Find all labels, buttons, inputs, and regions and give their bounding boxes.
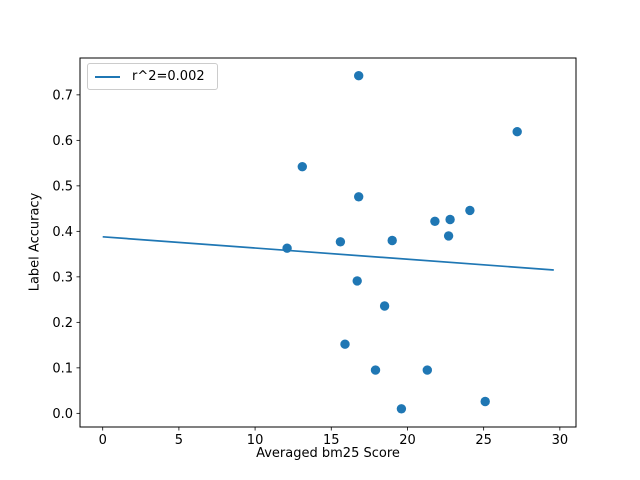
scatter-point bbox=[480, 396, 490, 407]
y-tick-label: 0.6 bbox=[52, 134, 73, 149]
x-tick-label: 10 bbox=[247, 433, 264, 448]
y-tick-label: 0.1 bbox=[52, 361, 73, 376]
regression-trend-line bbox=[102, 235, 554, 271]
legend-label: r^2=0.002 bbox=[132, 69, 205, 84]
scatter-point bbox=[445, 214, 455, 225]
scatter-point bbox=[379, 301, 390, 311]
x-tick-label: 0 bbox=[99, 433, 107, 448]
scatter-point bbox=[354, 192, 364, 202]
x-tick-label: 15 bbox=[323, 433, 340, 448]
scatter-point bbox=[512, 127, 522, 137]
y-tick-label: 0.5 bbox=[52, 179, 73, 194]
scatter-point bbox=[297, 162, 307, 172]
y-tick-label: 0.2 bbox=[52, 316, 73, 331]
scatter-point bbox=[340, 339, 350, 349]
scatter-point bbox=[335, 237, 346, 247]
x-tick-label: 30 bbox=[552, 433, 569, 448]
scatter-point bbox=[430, 216, 440, 226]
scatter-point bbox=[354, 71, 364, 81]
axes-frame bbox=[79, 57, 577, 428]
x-tick-label: 20 bbox=[399, 433, 416, 448]
scatter-point bbox=[396, 404, 407, 414]
x-tick-label: 5 bbox=[175, 433, 183, 448]
scatter-point bbox=[282, 243, 292, 253]
legend-line-swatch bbox=[95, 75, 120, 78]
x-axis-label: Averaged bm25 Score bbox=[256, 446, 400, 461]
x-tick-label: 25 bbox=[475, 433, 492, 448]
y-tick-label: 0.0 bbox=[52, 407, 73, 422]
scatter-point bbox=[387, 235, 397, 246]
y-tick-label: 0.7 bbox=[52, 88, 73, 103]
scatter-point bbox=[422, 365, 432, 375]
scatter-point bbox=[370, 365, 381, 375]
y-tick-label: 0.3 bbox=[52, 270, 73, 285]
scatter-point bbox=[465, 205, 475, 216]
legend: r^2=0.002 bbox=[87, 63, 218, 90]
scatter-point bbox=[352, 276, 362, 286]
y-axis-label: Label Accuracy bbox=[27, 192, 43, 292]
y-tick-label: 0.4 bbox=[52, 225, 73, 240]
scatter-point bbox=[443, 231, 454, 241]
